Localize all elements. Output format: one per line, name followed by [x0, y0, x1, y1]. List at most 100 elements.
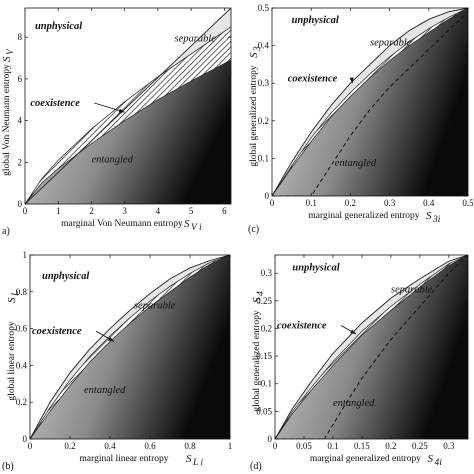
plot-area — [275, 255, 468, 439]
separable-label: separable — [175, 33, 217, 44]
y-tick-label: 0.15 — [256, 351, 272, 361]
x-tick-label: 0.3 — [384, 198, 396, 208]
x-tick-label: 0 — [273, 441, 278, 451]
x-tick-label: 1 — [56, 206, 61, 216]
coexistence-label: coexistence — [288, 73, 338, 84]
y-tick-label: 0 — [268, 434, 273, 444]
x-tick-label: 0.3 — [443, 441, 455, 451]
entangled-region — [30, 255, 230, 439]
y-tick-label: 0.5 — [258, 3, 270, 13]
chart-panel-b: 0 0.2 0.4 0.6 0.8 1 0 0.2 0.4 0.6 0.8 1 marginal lin… — [2, 250, 232, 472]
y-axis-label: global Von Neumann entropy — [2, 64, 12, 176]
y-tick-label: 6 — [18, 74, 23, 84]
x-tick-label: 0.15 — [354, 441, 370, 451]
y-axis-label-group: global generalized entropy S3 — [248, 46, 263, 167]
y-axis-subscript: V — [6, 48, 16, 55]
y-tick-label: 0.2 — [16, 397, 27, 407]
coexistence-label: coexistence — [30, 98, 80, 109]
y-tick-label: 0.2 — [258, 116, 269, 126]
y-tick-label: 0.1 — [258, 153, 269, 163]
separable-label: separable — [391, 285, 433, 296]
panel-label: a) — [2, 226, 10, 237]
x-tick-label: 0.05 — [296, 441, 312, 451]
y-tick-label: 0.8 — [16, 287, 28, 297]
x-tick-label: 0.1 — [327, 441, 338, 451]
chart-panel-c: 0 0.1 0.2 0.3 0.4 0.5 0 0.1 0.2 0.3 0.4 0.5 marginal… — [248, 3, 474, 235]
coexistence-arrow-head — [118, 108, 125, 113]
y-tick-label: 0.05 — [256, 406, 272, 416]
plot-area — [30, 255, 230, 439]
y-axis-label: global generalized entropy — [252, 310, 262, 412]
y-tick-label: 0.4 — [16, 360, 28, 370]
y-tick-label: 1 — [23, 250, 28, 260]
x-tick-label: 0.8 — [184, 441, 196, 451]
x-axis-label: marginal generalized entropy — [310, 454, 421, 464]
separable-label: separable — [370, 38, 412, 49]
y-axis-label: global linear entropy — [7, 321, 17, 400]
coexistence-label: coexistence — [32, 326, 82, 337]
upper-boundary-curve — [272, 8, 468, 196]
x-tick-label: 0 — [23, 206, 28, 216]
entangled-region — [275, 255, 468, 439]
unphysical-label: unphysical — [35, 21, 82, 32]
x-axis-subscript: L i — [192, 458, 203, 468]
x-tick-label: 0.2 — [345, 198, 356, 208]
x-tick-label: 0.2 — [385, 441, 396, 451]
x-axis-symbol: S — [186, 453, 192, 465]
x-tick-label: 0.1 — [306, 198, 317, 208]
plot-frame — [271, 7, 469, 197]
x-tick-label: 1 — [228, 441, 233, 451]
y-axis-label-group: global linear entropy SL — [6, 291, 21, 401]
x-tick-label: 0.6 — [144, 441, 156, 451]
entangled-label: entangled — [333, 398, 375, 409]
separable-boundary-curve — [275, 255, 468, 439]
entangled-boundary-curve — [272, 8, 468, 196]
entangled-label: entangled — [84, 385, 126, 396]
panel-label: (c) — [248, 224, 259, 235]
x-axis-subscript: 4i — [435, 458, 443, 468]
x-axis-label: marginal generalized entropy — [308, 211, 419, 221]
x-tick-label: 4 — [156, 206, 161, 216]
y-axis-label-group: global generalized entropy S4 — [251, 291, 266, 412]
x-axis-symbol: S — [426, 210, 432, 222]
x-tick-label: 0.5 — [462, 198, 474, 208]
x-tick-label: 0.25 — [412, 441, 428, 451]
y-tick-label: 8 — [18, 32, 23, 42]
upper-boundary-curve — [275, 255, 468, 439]
panel-label: (d) — [250, 461, 262, 472]
y-tick-label: 0 — [265, 191, 270, 201]
y-axis-subscript: 4 — [256, 291, 266, 296]
y-tick-label: 0 — [23, 434, 28, 444]
upper-boundary-curve — [25, 8, 231, 204]
entangled-label: entangled — [91, 154, 133, 165]
y-axis-symbol: S — [248, 52, 260, 58]
x-axis-symbol: S — [184, 218, 190, 230]
y-tick-label: 0.25 — [256, 296, 272, 306]
plot-frame — [274, 254, 469, 440]
x-axis-label: marginal linear entropy — [80, 454, 169, 464]
coexistence-arrow-head — [350, 329, 357, 335]
entangled-boundary-curve — [275, 255, 468, 439]
coexistence-arrow-head — [349, 77, 354, 84]
plot-frame — [29, 254, 231, 440]
entangled-region — [25, 60, 231, 204]
chart-panel-a: 0 1 2 3 4 5 6 0 2 4 6 8 marginal Von Neumann entropy… — [1, 7, 232, 237]
separable-boundary-curve — [30, 255, 230, 439]
y-tick-label: 0.4 — [258, 41, 270, 51]
x-tick-label: 0 — [28, 441, 33, 451]
plot-area — [272, 8, 468, 196]
separable-boundary-curve — [25, 26, 231, 204]
x-tick-label: 2 — [89, 206, 94, 216]
y-tick-label: 0.3 — [258, 78, 270, 88]
coexistence-label: coexistence — [277, 320, 327, 331]
x-tick-label: 0 — [270, 198, 275, 208]
x-axis-subscript: V i — [191, 223, 202, 233]
x-tick-label: 0.4 — [104, 441, 116, 451]
x-tick-label: 3 — [122, 206, 127, 216]
x-tick-label: 0.4 — [423, 198, 435, 208]
y-tick-label: 0.3 — [261, 268, 273, 278]
y-tick-label: 0 — [18, 199, 23, 209]
x-tick-label: 0.2 — [64, 441, 75, 451]
plot-area — [25, 8, 231, 204]
